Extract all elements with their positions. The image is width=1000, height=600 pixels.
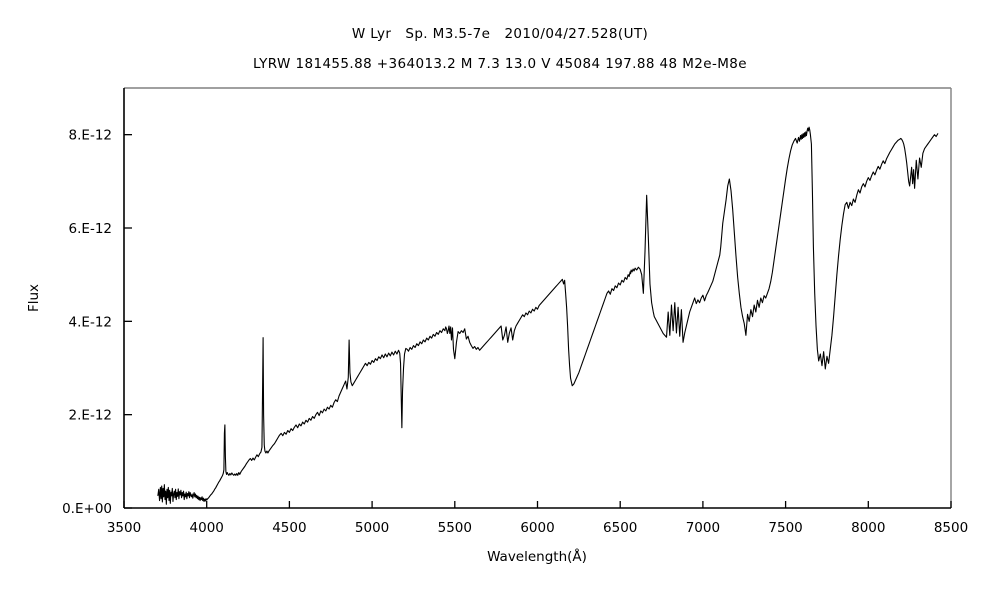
y-axis-title: Flux (26, 284, 42, 312)
y-tick-label: 6.E-12 (69, 221, 112, 237)
x-tick-label: 6500 (603, 520, 637, 536)
plot-frame (123, 87, 952, 509)
x-tick-label: 7000 (686, 520, 720, 536)
x-axis-title: Wavelength(Å) (487, 548, 587, 565)
x-tick-label: 7500 (768, 520, 802, 536)
x-tick-label: 8500 (934, 520, 968, 536)
x-tick-label: 5500 (438, 520, 472, 536)
y-tick-label: 2.E-12 (69, 408, 112, 424)
x-tick-label: 6000 (520, 520, 554, 536)
y-tick-label: 0.E+00 (62, 501, 112, 517)
y-axis-ticks (124, 134, 132, 509)
spectrum-line (157, 126, 939, 505)
x-tick-label: 5000 (355, 520, 389, 536)
x-tick-label: 8000 (851, 520, 885, 536)
x-tick-label: 4000 (190, 520, 224, 536)
chart-subtitle: LYRW 181455.88 +364013.2 M 7.3 13.0 V 45… (253, 56, 747, 72)
y-tick-label: 8.E-12 (69, 128, 112, 144)
y-axis-tick-labels: 0.E+00 2.E-12 4.E-12 6.E-12 8.E-12 (62, 128, 112, 517)
y-tick-label: 4.E-12 (69, 314, 112, 330)
chart-title: W Lyr Sp. M3.5-7e 2010/04/27.528(UT) (351, 26, 649, 42)
x-axis-ticks (123, 501, 952, 508)
x-tick-label: 3500 (107, 520, 141, 536)
x-tick-label: 4500 (272, 520, 306, 536)
x-axis-tick-labels: 3500 4000 4500 5000 5500 6000 6500 7000 7500 8000… (107, 520, 968, 536)
